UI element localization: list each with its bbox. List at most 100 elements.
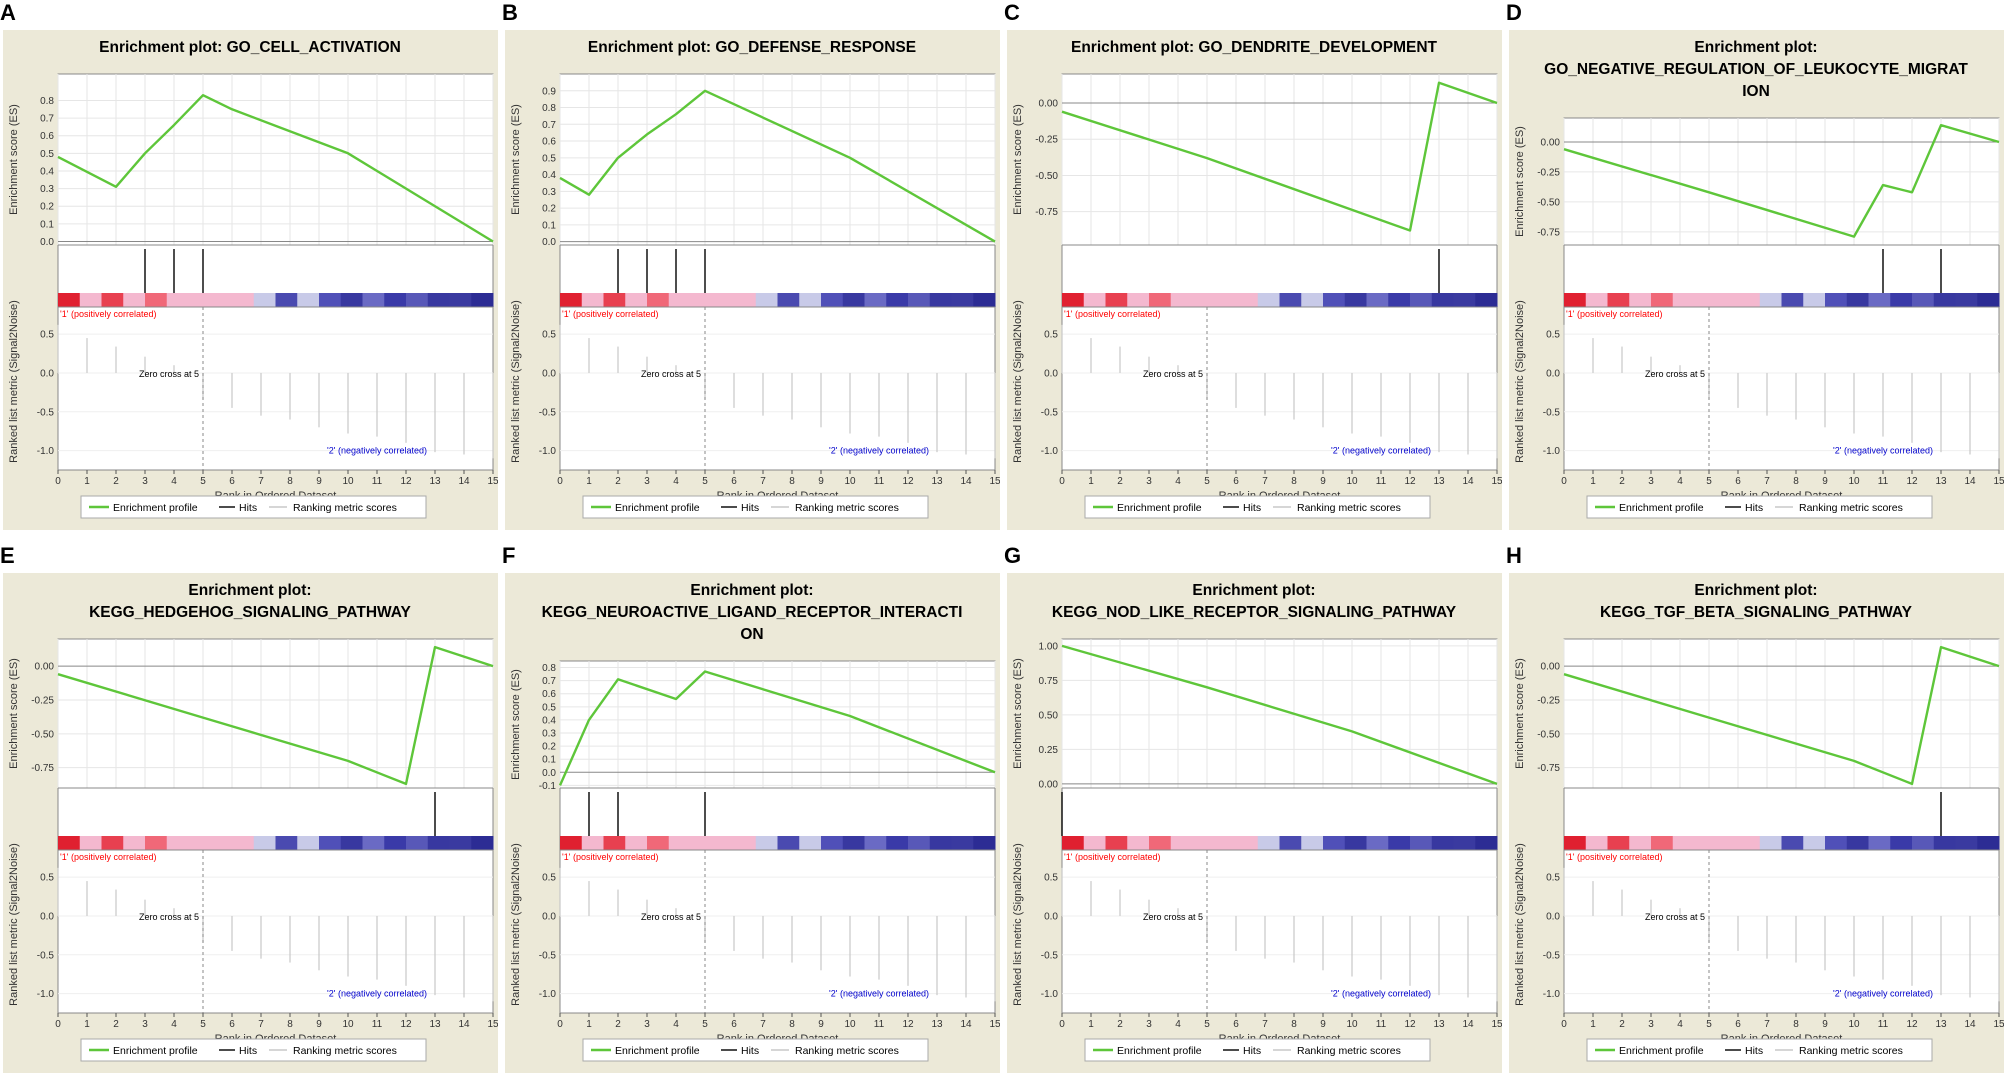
es-tick-label: 0.7: [40, 114, 54, 125]
x-tick-label: 4: [1677, 1019, 1683, 1030]
legend-ranking-label: Ranking metric scores: [795, 1045, 899, 1057]
legend-box: [1084, 495, 1431, 519]
heatmap-cell: [973, 293, 996, 307]
es-tick-label: -0.50: [1537, 729, 1560, 740]
x-tick-label: 12: [1404, 1019, 1416, 1030]
legend-ranking-label: Ranking metric scores: [293, 1045, 397, 1057]
rank-tick-label: -1.0: [1543, 989, 1561, 1000]
es-axis-label: Enrichment score (ES): [8, 104, 20, 215]
es-tick-label: 0.6: [40, 131, 54, 142]
panel-f: F Enrichment plot: KEGG_NEUROACTIVE_LIGAN…: [502, 543, 1000, 1073]
es-tick-label: -0.25: [1537, 695, 1560, 706]
heatmap-cell: [1868, 293, 1891, 307]
panel-letter: A: [0, 0, 16, 25]
panel-b: B Enrichment plot: GO_DEFENSE_RESPONSE 0.…: [502, 0, 1000, 530]
rank-axis-label: Ranked list metric (Signal2Noise): [8, 300, 20, 463]
plot-area: [1563, 638, 2000, 1014]
heatmap-cell: [384, 293, 407, 307]
x-tick-label: 9: [818, 476, 824, 487]
panel-letter: C: [1004, 0, 1020, 25]
x-tick-label: 10: [844, 1019, 856, 1030]
x-tick-label: 6: [731, 1019, 737, 1030]
x-tick-label: 3: [644, 476, 650, 487]
chart-title: GO_NEGATIVE_REGULATION_OF_LEUKOCYTE_MIGR…: [1544, 61, 1968, 78]
positively-correlated-label: '1' (positively correlated): [60, 309, 156, 319]
rank-axis-label: Ranked list metric (Signal2Noise): [1012, 300, 1024, 463]
rank-tick-label: 0.0: [542, 911, 556, 922]
es-tick-label: -0.75: [1537, 227, 1560, 238]
es-tick-label: 0.8: [40, 96, 54, 107]
enrichment-chart: Enrichment plot: GO_NEGATIVE_REGULATION_O…: [1514, 39, 2004, 519]
x-tick-label: 15: [1993, 1019, 2004, 1030]
heatmap-cell: [340, 836, 363, 850]
heatmap-cell: [1585, 836, 1608, 850]
heatmap-cell: [1127, 836, 1150, 850]
heatmap-cell: [1062, 836, 1085, 850]
plot-frame: Enrichment plot: KEGG_NOD_LIKE_RECEPTOR_S…: [1007, 573, 1502, 1073]
rank-tick-label: 0.5: [1044, 873, 1058, 884]
rank-tick-label: -0.5: [1041, 950, 1059, 961]
negatively-correlated-label: '2' (negatively correlated): [829, 446, 929, 456]
rank-tick-label: -0.5: [539, 950, 557, 961]
x-tick-label: 0: [1561, 1019, 1567, 1030]
heatmap-cell: [1323, 293, 1346, 307]
heatmap-cell: [1825, 293, 1848, 307]
legend-ranking-label: Ranking metric scores: [795, 502, 899, 514]
heatmap-cell: [275, 836, 298, 850]
x-tick-label: 15: [989, 476, 1000, 487]
negatively-correlated-label: '2' (negatively correlated): [829, 989, 929, 999]
heatmap-cell: [1388, 836, 1411, 850]
es-tick-label: -0.25: [1537, 167, 1560, 178]
enrichment-chart: Enrichment plot: KEGG_NEUROACTIVE_LIGAND_…: [510, 582, 1000, 1062]
heatmap-cell: [1694, 836, 1717, 850]
heatmap-cell: [1912, 293, 1935, 307]
x-tick-label: 5: [702, 476, 708, 487]
enrichment-chart: Enrichment plot: GO_DENDRITE_DEVELOPMENT…: [1012, 39, 1502, 519]
panel-d: D Enrichment plot: GO_NEGATIVE_REGULATION…: [1506, 0, 2004, 530]
plot-frame: Enrichment plot: GO_DEFENSE_RESPONSE 0.0 0…: [505, 30, 1000, 530]
heatmap-cell: [1170, 836, 1193, 850]
heatmap-cell: [210, 293, 233, 307]
x-tick-label: 4: [171, 476, 177, 487]
es-axis-label: Enrichment score (ES): [8, 658, 20, 769]
heatmap-cell: [101, 293, 124, 307]
legend-ranking-label: Ranking metric scores: [1799, 502, 1903, 514]
chart-title: Enrichment plot:: [1192, 582, 1315, 599]
plot-area: [57, 638, 494, 1014]
rank-tick-label: 0.5: [40, 330, 54, 341]
x-tick-label: 12: [902, 1019, 914, 1030]
heatmap-cell: [755, 293, 778, 307]
x-tick-label: 13: [1433, 476, 1445, 487]
x-tick-label: 10: [342, 476, 354, 487]
es-tick-label: 0.4: [542, 715, 556, 726]
rank-tick-label: -1.0: [1041, 989, 1059, 1000]
rank-tick-label: 0.5: [542, 330, 556, 341]
heatmap-cell: [668, 293, 691, 307]
panel-letter: D: [1506, 0, 1522, 25]
heatmap-cell: [755, 836, 778, 850]
x-tick-label: 7: [1262, 476, 1268, 487]
es-tick-label: -0.75: [1537, 763, 1560, 774]
es-tick-label: 0.6: [542, 137, 556, 148]
heatmap-cell: [123, 293, 146, 307]
plot-area: [57, 73, 494, 471]
es-tick-label: 0.00: [1541, 137, 1561, 148]
legend-hits-label: Hits: [239, 502, 257, 514]
heatmap-cell: [1890, 293, 1913, 307]
heatmap-cell: [1933, 836, 1956, 850]
heatmap-cell: [1933, 293, 1956, 307]
heatmap-cell: [58, 836, 81, 850]
heatmap-cell: [1607, 836, 1630, 850]
heatmap-cell: [1672, 293, 1695, 307]
es-tick-label: 0.1: [542, 755, 556, 766]
x-tick-label: 2: [1117, 476, 1123, 487]
heatmap-cell: [1344, 836, 1367, 850]
heatmap-cell: [1607, 293, 1630, 307]
legend-box: [1586, 495, 1933, 519]
es-tick-label: 0.2: [542, 742, 556, 753]
es-tick-label: 0.4: [40, 166, 54, 177]
x-tick-label: 10: [1346, 1019, 1358, 1030]
heatmap-cell: [1431, 836, 1454, 850]
plot-frame: Enrichment plot: KEGG_NEUROACTIVE_LIGAND_…: [505, 573, 1000, 1073]
x-tick-label: 12: [1906, 1019, 1918, 1030]
